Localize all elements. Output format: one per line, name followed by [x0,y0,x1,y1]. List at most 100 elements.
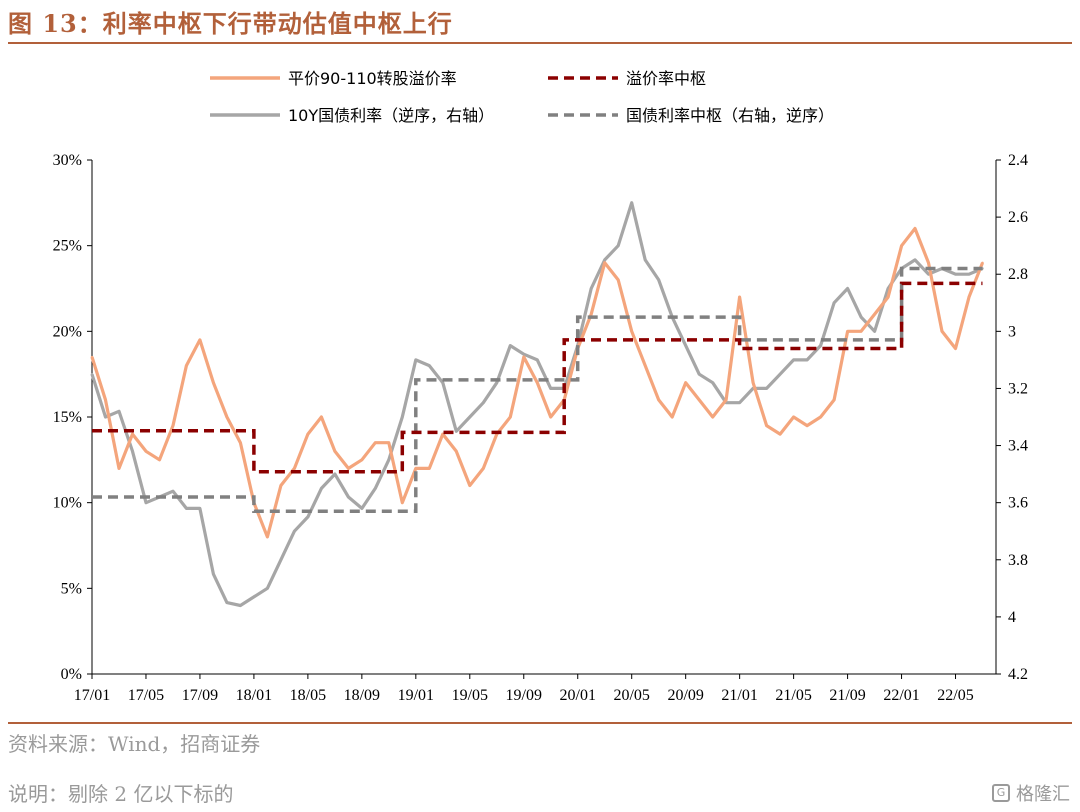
series-point [873,313,876,316]
series-point [981,261,984,264]
series-point [347,495,350,499]
x-tick-label: 20/09 [667,687,703,704]
series-point [738,401,741,404]
legend-item: 溢价率中枢 [548,69,706,88]
y-right-tick-label: 3 [1008,323,1016,340]
legend-item: 国债利率中枢（右轴，逆序） [548,106,834,125]
source-note: 资料来源：Wind，招商证券 [8,732,261,756]
series-point [711,381,714,384]
y-right-tick-label: 2.4 [1008,152,1028,169]
series-point [954,347,957,350]
series-point [819,344,822,347]
series-point [684,344,687,347]
series-step-line [92,266,983,513]
series-point [374,441,377,444]
series-point [131,432,134,436]
series-point [455,430,458,433]
series-point [401,415,404,419]
watermark-text: 格隆汇 [1016,784,1070,805]
series-point [549,387,552,390]
x-tick-label: 20/01 [560,687,596,704]
series-point [536,358,539,362]
series-point [428,467,431,470]
series-point [306,515,310,519]
series-point [590,287,593,290]
x-tick-label: 17/01 [74,687,110,704]
series-point [940,330,944,333]
y-left-tick-label: 0% [61,666,82,683]
x-tick-label: 18/05 [290,687,326,704]
y-left-tick-label: 10% [53,495,82,512]
y-right-tick-label: 4.2 [1008,666,1028,683]
series-point [954,273,957,276]
series-point [751,381,755,384]
series-point [131,450,134,453]
legend-label: 溢价率中枢 [626,69,706,88]
series-point [603,261,606,264]
series-point [441,381,445,384]
series-point [90,355,94,359]
y-left-tick-label: 20% [53,323,82,340]
series-point [657,278,660,282]
series-point [873,330,876,333]
series-point [185,507,188,510]
series-point [482,467,485,470]
legend-item: 平价90-110转股溢价率 [210,69,457,88]
series-point [549,415,552,419]
series-point [792,358,795,362]
series-point [617,244,620,247]
series-point [509,344,512,347]
series-point [239,441,242,444]
series-point [859,315,863,319]
series-point [536,381,539,384]
series-point [900,244,903,247]
series-point [455,450,458,453]
series-point [360,458,364,462]
series-point [468,484,471,487]
series-layer [90,201,984,608]
series-point [239,604,242,607]
legend-label: 国债利率中枢（右轴，逆序） [626,106,834,125]
series-point [320,415,323,419]
series-point [185,364,188,367]
x-tick-label: 22/01 [883,687,919,704]
series-point [401,501,404,504]
series-line [90,201,984,608]
series-point [967,273,971,276]
series-point [144,501,148,504]
series-point [266,535,269,539]
series-point [333,472,337,476]
series-point [117,410,121,413]
series-point [347,467,350,470]
series-point [657,398,660,402]
y-right-tick-label: 3.4 [1008,438,1028,455]
series-point [846,330,849,333]
series-point [778,432,782,436]
series-point [171,424,175,427]
series-point [414,467,418,470]
series-point [387,441,391,444]
series-point [590,313,593,316]
series-point [819,415,822,419]
legend-label: 平价90-110转股溢价率 [288,69,457,88]
y-right-tick-label: 2.8 [1008,266,1028,283]
series-point [792,415,795,419]
axes: 0% 5% 10% 15% 20% 25% 30% 2.4 2.6 2.8 3 3.2 3.4 3.6 3.… [53,152,1028,704]
series-4 [92,266,983,513]
y-right-tick-label: 2.6 [1008,209,1028,226]
series-point [913,258,917,262]
series-point [684,381,687,384]
series-point [670,415,674,419]
watermark-icon: G [992,784,1010,802]
y-left-tick-label: 30% [53,152,82,169]
figure-title: 图 13：利率中枢下行带动估值中枢上行 [8,9,453,38]
series-point [360,507,364,510]
y-right-tick-label: 3.8 [1008,552,1028,569]
y-left-tick-label: 25% [53,238,82,255]
x-tick-label: 17/05 [128,687,164,704]
series-point [279,558,283,561]
series-point [293,467,296,470]
series-point [320,487,323,490]
x-tick-label: 20/05 [613,687,649,704]
